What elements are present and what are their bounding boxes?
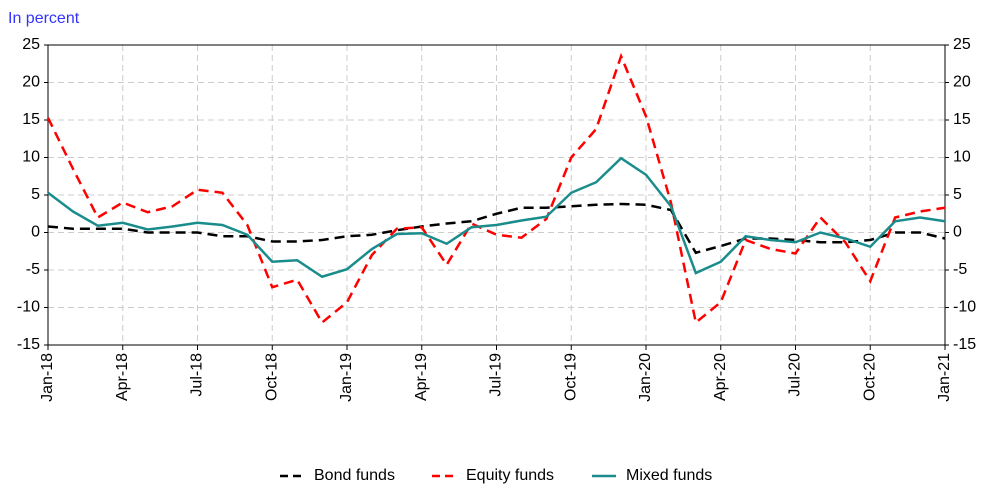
legend-label: Mixed funds [626,467,712,484]
y2-tick-label: 20 [953,74,971,91]
x-tick-label: Apr-18 [114,353,131,401]
plot-frame [47,44,946,346]
y2-tick-label: 25 [953,36,971,53]
x-tick-label: Oct-19 [562,353,579,401]
chart-subtitle: In percent [8,10,80,27]
x-tick-label: Oct-20 [861,353,878,401]
x-tick-label: Jan-19 [338,353,355,402]
y-tick-label: 25 [22,36,40,53]
x-tick-label: Jan-20 [637,353,654,402]
x-tick-label: Oct-18 [263,353,280,401]
x-tick-label: Jul-18 [189,353,206,397]
y2-tick-label: -10 [953,299,976,316]
y-tick-label: 15 [22,111,40,128]
series-line [47,156,946,279]
series-line [46,52,946,325]
y-tick-label: -5 [26,261,40,278]
x-tick-label: Jul-19 [488,353,505,397]
y-tick-label: 0 [31,224,40,241]
y2-tick-label: 5 [953,186,962,203]
legend-label: Equity funds [466,467,554,484]
y-tick-label: 10 [22,149,40,166]
x-tick-label: Jul-20 [787,353,804,397]
x-tick-label: Apr-19 [413,353,430,401]
y2-tick-label: -15 [953,336,976,353]
y2-tick-label: -5 [953,261,967,278]
x-tick-label: Jan-21 [936,353,953,402]
y2-tick-label: 15 [953,111,971,128]
y-tick-label: -10 [17,299,40,316]
y-tick-label: 5 [31,186,40,203]
y-tick-label: -15 [17,336,40,353]
legend-label: Bond funds [314,467,395,484]
x-tick-label: Apr-20 [712,353,729,401]
y2-tick-label: 10 [953,149,971,166]
series-line [47,202,946,255]
x-tick-label: Jan-18 [39,353,56,402]
y-tick-label: 20 [22,74,40,91]
y2-tick-label: 0 [953,224,962,241]
